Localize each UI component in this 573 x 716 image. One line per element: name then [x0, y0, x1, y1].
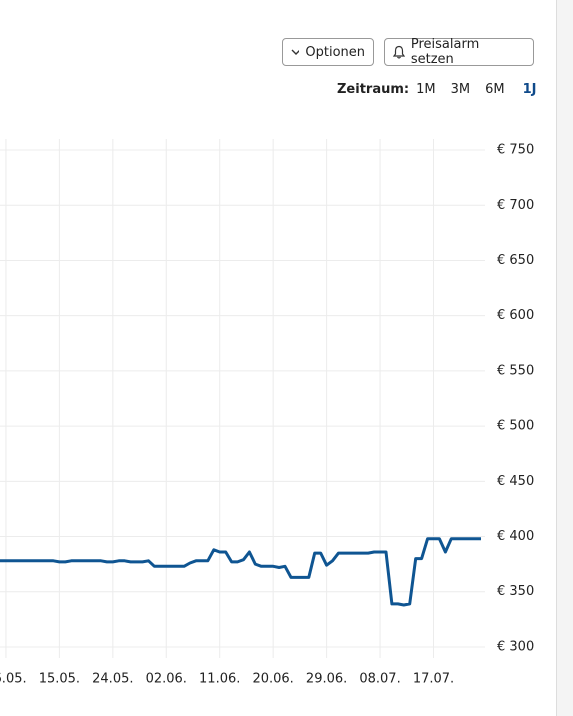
y-tick-label: € 500: [497, 419, 534, 434]
x-tick-label: 06.05.: [0, 672, 27, 687]
period-option[interactable]: 3M: [450, 82, 471, 97]
y-tick-label: € 300: [497, 639, 534, 654]
period-option[interactable]: 6M: [485, 82, 505, 97]
x-tick-label: 08.07.: [359, 672, 400, 687]
x-tick-label: 29.06.: [306, 672, 347, 687]
period-label: Zeitraum:: [337, 82, 410, 97]
period-selector: Zeitraum: 1M 3M 6M 1J: [337, 82, 537, 97]
y-tick-label: € 400: [497, 529, 534, 544]
price-line: [0, 537, 481, 607]
options-button[interactable]: Optionen: [282, 38, 374, 66]
x-tick-label: 02.06.: [146, 672, 187, 687]
y-tick-label: € 600: [497, 308, 534, 323]
y-tick-label: € 700: [497, 198, 534, 213]
period-option[interactable]: 1M: [416, 82, 436, 97]
y-tick-label: € 650: [497, 253, 534, 268]
button-label: Preisalarm setzen: [410, 37, 480, 67]
price-alert-button[interactable]: Preisalarm setzen: [384, 37, 534, 67]
chart: € 300 € 350 € 400 € 450 € 500 € 550 € 600 € 650…: [0, 139, 534, 687]
x-tick-label: 15.05.: [39, 672, 80, 687]
y-tick-label: € 450: [497, 474, 534, 489]
chevron-icon: [291, 49, 300, 55]
x-tick-label: 20.06.: [252, 672, 293, 687]
y-tick-label: € 750: [497, 143, 534, 158]
x-tick-label: 11.06.: [199, 672, 240, 687]
button-label: Optionen: [305, 44, 365, 60]
bell-icon: [393, 45, 405, 59]
y-tick-label: € 350: [497, 584, 534, 599]
scrollbar: [556, 0, 573, 716]
period-option[interactable]: 1J: [522, 82, 537, 97]
y-tick-label: € 550: [497, 363, 534, 378]
x-tick-label: 24.05.: [92, 672, 133, 687]
x-tick-label: 17.07.: [413, 672, 454, 687]
